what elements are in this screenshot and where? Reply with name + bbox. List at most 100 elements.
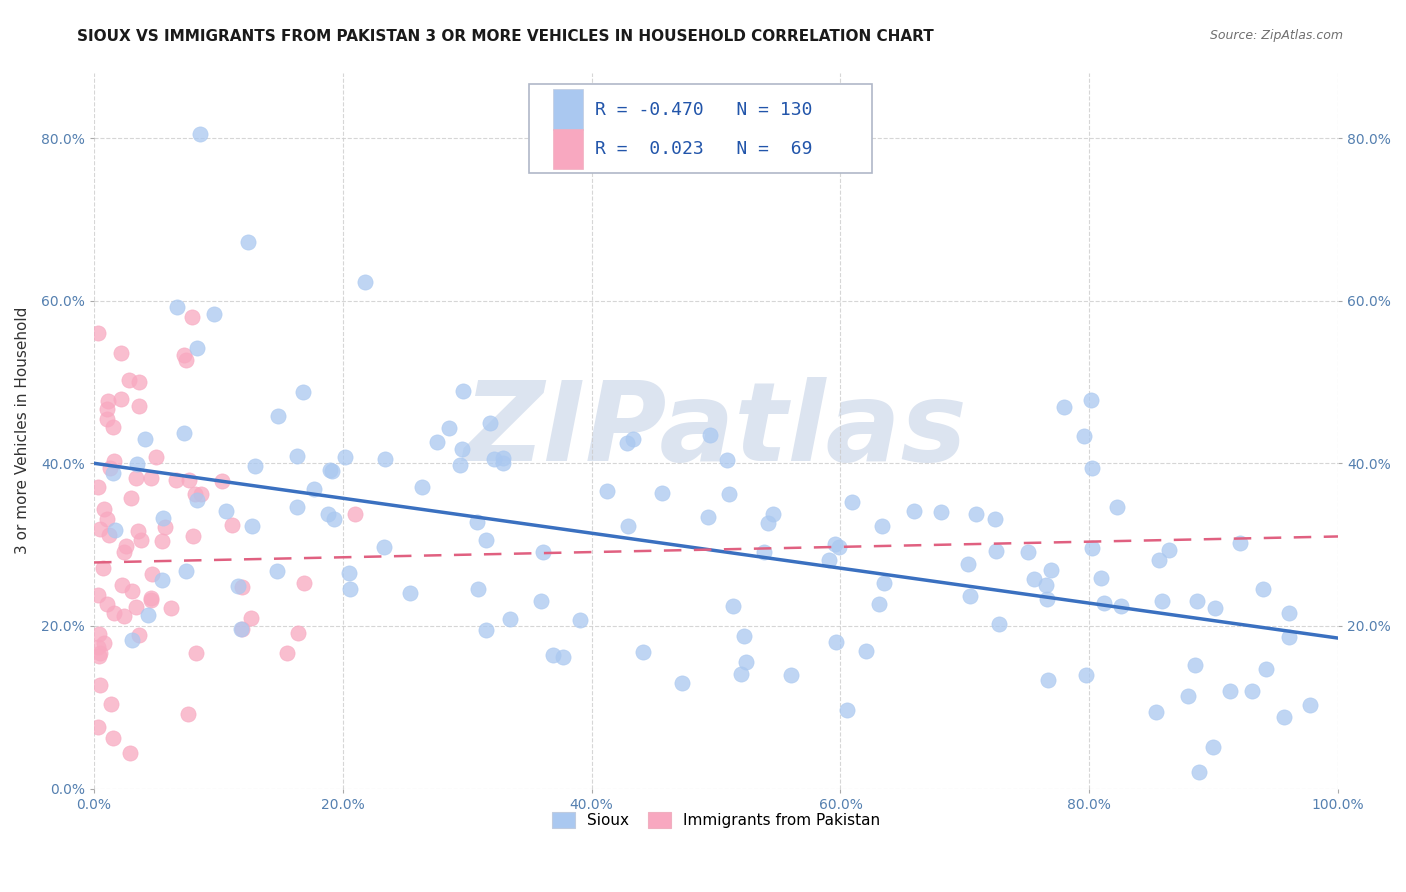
- Point: [1036, 673, 1059, 687]
- Text: R =  0.023   N =  69: R = 0.023 N = 69: [595, 140, 813, 158]
- Point: [1254, 662, 1277, 676]
- Point: [1272, 709, 1295, 723]
- Point: [1204, 601, 1226, 615]
- Point: [89, 678, 111, 692]
- Point: [103, 454, 125, 468]
- Point: [89, 646, 111, 660]
- Point: [96, 402, 118, 417]
- Point: [335, 450, 357, 464]
- Point: [1184, 657, 1206, 672]
- Point: [87, 627, 110, 641]
- Point: [226, 579, 249, 593]
- Point: [211, 474, 233, 488]
- Point: [285, 450, 308, 464]
- Point: [373, 540, 395, 554]
- Point: [104, 523, 127, 537]
- Point: [1080, 392, 1102, 407]
- Point: [110, 345, 132, 359]
- Point: [128, 399, 150, 413]
- Point: [1177, 690, 1199, 704]
- Point: [426, 435, 449, 450]
- Point: [841, 494, 863, 508]
- Point: [1157, 543, 1180, 558]
- Point: [478, 417, 501, 431]
- Point: [111, 578, 134, 592]
- Point: [596, 483, 619, 498]
- Point: [1081, 461, 1104, 475]
- Point: [103, 419, 125, 434]
- Point: [177, 473, 200, 487]
- Point: [621, 432, 644, 446]
- Point: [287, 625, 309, 640]
- Point: [285, 500, 308, 514]
- Point: [186, 341, 208, 355]
- Point: [903, 504, 925, 518]
- Point: [98, 460, 121, 475]
- Point: [128, 375, 150, 389]
- Point: [482, 452, 505, 467]
- Point: [699, 428, 721, 442]
- Point: [1253, 582, 1275, 596]
- Point: [138, 607, 160, 622]
- Point: [957, 558, 980, 572]
- Point: [181, 529, 204, 543]
- Point: [1080, 541, 1102, 556]
- Point: [651, 485, 673, 500]
- Point: [231, 622, 253, 636]
- Point: [492, 451, 515, 466]
- Point: [735, 655, 758, 669]
- Point: [756, 516, 779, 531]
- Point: [118, 373, 141, 387]
- Point: [1022, 572, 1045, 586]
- Point: [292, 575, 315, 590]
- Point: [1229, 535, 1251, 549]
- Point: [127, 458, 149, 472]
- Point: [817, 553, 839, 567]
- Point: [437, 421, 460, 435]
- Point: [89, 522, 111, 536]
- Point: [354, 275, 377, 289]
- Point: [762, 507, 785, 521]
- Point: [87, 588, 110, 602]
- Point: [236, 235, 259, 249]
- Point: [718, 487, 741, 501]
- Point: [374, 452, 396, 467]
- Point: [124, 471, 146, 485]
- Point: [97, 394, 120, 409]
- Point: [139, 591, 162, 605]
- Point: [530, 594, 553, 608]
- Point: [91, 561, 114, 575]
- Point: [344, 507, 367, 521]
- Point: [87, 720, 110, 734]
- Point: [1187, 594, 1209, 608]
- Point: [1152, 594, 1174, 608]
- Point: [93, 636, 115, 650]
- Point: [173, 425, 195, 440]
- Point: [631, 645, 654, 659]
- Point: [186, 493, 208, 508]
- Point: [190, 487, 212, 501]
- Point: [202, 307, 225, 321]
- Point: [141, 593, 163, 607]
- Point: [221, 517, 243, 532]
- Point: [214, 504, 236, 518]
- Point: [121, 583, 143, 598]
- Point: [321, 464, 343, 478]
- Point: [929, 505, 952, 519]
- Point: [467, 582, 489, 596]
- Text: ZIPatlas: ZIPatlas: [464, 377, 967, 484]
- Point: [304, 482, 326, 496]
- Point: [124, 600, 146, 615]
- FancyBboxPatch shape: [553, 128, 583, 169]
- Point: [112, 608, 135, 623]
- Point: [229, 622, 252, 636]
- Point: [959, 589, 981, 603]
- Point: [96, 597, 118, 611]
- Point: [231, 580, 253, 594]
- Point: [723, 599, 745, 613]
- Point: [174, 565, 197, 579]
- Point: [837, 703, 859, 717]
- Point: [93, 502, 115, 516]
- Point: [177, 706, 200, 721]
- Point: [152, 534, 174, 549]
